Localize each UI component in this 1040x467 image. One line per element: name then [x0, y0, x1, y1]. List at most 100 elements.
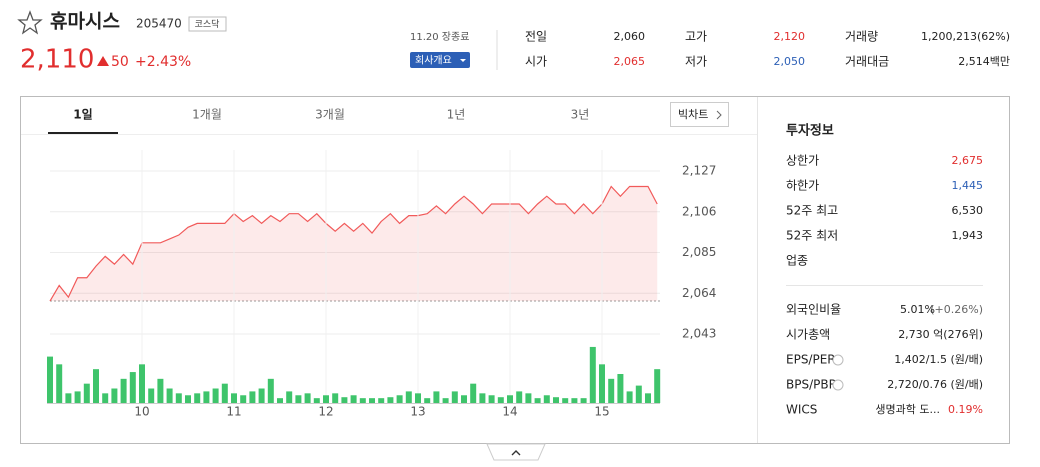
big-chart-button[interactable]	[670, 102, 729, 127]
period-tab[interactable]: 1년	[447, 108, 466, 122]
help-icon[interactable]	[832, 379, 844, 391]
volume-bar	[635, 385, 642, 403]
invest-label: 52주 최저	[786, 229, 838, 243]
summary-value: 1,200,213(62%)	[921, 30, 1010, 43]
summary-label: 저가	[685, 55, 707, 69]
time: 11.20 장종료	[410, 31, 469, 43]
invest-value: 1,402/1.5 (원/배)	[894, 353, 983, 366]
x-tick-label: 13	[410, 405, 425, 419]
market-label: 코스닥	[195, 19, 220, 30]
volume-bar	[65, 393, 72, 403]
volume-bar	[350, 395, 357, 403]
invest-value: 5.01%	[900, 303, 935, 316]
volume-bar	[185, 395, 191, 403]
summary-value: 2,120	[774, 30, 806, 43]
invest-value-extra: (+0.26%)	[930, 303, 983, 316]
volume-bar	[580, 398, 587, 403]
x-tick-label: 10	[134, 405, 149, 419]
volume-bar	[47, 356, 53, 403]
volume-bar	[74, 391, 81, 403]
invest-value: 생명과학 도...	[875, 403, 940, 416]
volume-bar	[461, 395, 467, 403]
volume-bar	[295, 395, 302, 403]
market-badge	[188, 16, 227, 32]
volume-bar	[175, 393, 182, 403]
volume-bar	[553, 397, 559, 403]
volume-bar	[488, 395, 495, 403]
volume-bar	[645, 393, 651, 403]
up-arrow	[97, 56, 109, 66]
volume-bar	[258, 388, 265, 403]
invest-label: BPS/PBR	[786, 378, 837, 392]
volume-bar	[240, 395, 247, 403]
favorite-star[interactable]	[17, 10, 43, 35]
volume-bar	[617, 374, 624, 403]
summary-label: 시가	[525, 55, 547, 69]
volume-bar	[442, 398, 449, 403]
invest-label: 외국인비율	[786, 303, 841, 317]
volume-bar	[424, 398, 431, 403]
volume-bar	[396, 395, 403, 403]
volume-bar	[415, 393, 421, 403]
volume-bar	[111, 388, 118, 403]
volume-bar	[249, 391, 256, 403]
y-tick-label: 2,064	[682, 286, 716, 300]
volume-bar	[332, 393, 339, 403]
invest-label: EPS/PER	[786, 353, 836, 367]
invest-title: 투자정보	[786, 123, 834, 139]
volume-bar	[277, 398, 283, 403]
invest-value: 2,675	[952, 154, 984, 167]
period-tab[interactable]: 3년	[571, 108, 590, 122]
volume-bar	[93, 369, 99, 403]
volume-bar	[194, 393, 201, 403]
invest-value: 1,445	[952, 179, 984, 192]
invest-value: 2,730 억(276위)	[898, 328, 983, 341]
summary-label: 거래량	[845, 30, 878, 44]
invest-label: 업종	[786, 254, 808, 268]
big-chart-arrow	[716, 110, 722, 120]
volume-bar	[286, 391, 293, 403]
price-area	[50, 186, 658, 302]
invest-value: 2,720/0.76 (원/배)	[887, 378, 983, 391]
big-chart-label[interactable]: 빅차트	[678, 108, 708, 121]
invest-value: 1,943	[952, 229, 984, 242]
collapse-handle[interactable]	[486, 443, 546, 461]
volume-bar	[129, 372, 136, 403]
collapse-arrow	[511, 450, 521, 456]
summary-value: 2,514백만	[958, 55, 1010, 68]
volume-bar	[304, 393, 311, 403]
invest-label: WICS	[786, 403, 817, 417]
period-tab[interactable]: 1일	[73, 108, 92, 122]
y-tick-label: 2,043	[682, 327, 716, 341]
volume-bar	[543, 395, 550, 403]
volume-bar	[608, 378, 615, 403]
invest-label: 하한가	[786, 179, 819, 193]
summary-label: 전일	[525, 30, 547, 44]
company-button[interactable]	[410, 52, 470, 68]
volume-bar	[359, 398, 366, 403]
invest-label: 52주 최고	[786, 204, 838, 218]
volume-bar	[102, 393, 109, 403]
summary-value: 2,065	[614, 55, 646, 68]
help-icon[interactable]	[832, 354, 844, 366]
volume-bar	[387, 397, 394, 403]
x-tick-label: 11	[226, 405, 241, 419]
stock-code: 205470	[136, 17, 182, 31]
company-button-label[interactable]: 회사개요	[415, 55, 452, 67]
volume-bar	[589, 346, 596, 403]
volume-bar	[221, 383, 228, 403]
x-tick-label: 15	[594, 405, 609, 419]
volume-bar	[83, 383, 90, 403]
volume-bar	[369, 398, 375, 403]
volume-bar	[571, 398, 578, 403]
period-tab[interactable]: 3개월	[315, 108, 345, 122]
volume-bar	[433, 391, 440, 403]
volume-bar	[479, 393, 486, 403]
y-tick-label: 2,127	[682, 164, 716, 178]
invest-label: 시가총액	[786, 328, 830, 342]
dropdown-caret	[460, 59, 466, 62]
summary-value: 2,060	[614, 30, 646, 43]
volume-bar	[562, 398, 569, 403]
period-tab[interactable]: 1개월	[192, 108, 222, 122]
